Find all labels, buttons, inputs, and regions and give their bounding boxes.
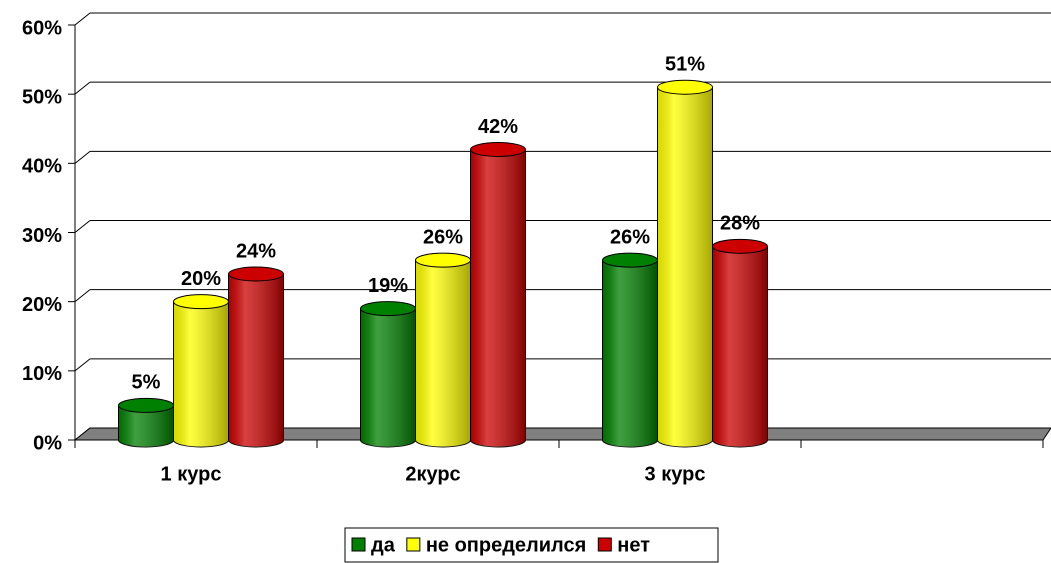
bar-top bbox=[657, 79, 713, 95]
grid-line bbox=[74, 12, 91, 26]
grid-line bbox=[74, 150, 91, 164]
value-label: 24% bbox=[236, 240, 276, 262]
bar bbox=[470, 142, 526, 448]
value-label: 5% bbox=[132, 372, 161, 394]
bar-top bbox=[228, 266, 284, 282]
legend-label: нет bbox=[617, 534, 650, 556]
bar bbox=[602, 252, 658, 448]
bar bbox=[657, 79, 713, 448]
bar-shade bbox=[228, 274, 284, 448]
bar-shade bbox=[118, 405, 174, 448]
bar bbox=[415, 252, 471, 448]
y-tick-label: 0% bbox=[33, 432, 62, 454]
bar-shade bbox=[173, 301, 229, 448]
value-label: 26% bbox=[423, 226, 463, 248]
grid-line bbox=[74, 220, 91, 233]
bar-shade bbox=[602, 260, 658, 448]
legend-label: не определился bbox=[426, 534, 586, 556]
grid-line bbox=[74, 289, 91, 303]
bar bbox=[360, 301, 416, 448]
bar-top bbox=[712, 238, 768, 254]
x-tick-label: 3 курс bbox=[645, 463, 706, 485]
y-tick-label: 40% bbox=[22, 156, 62, 178]
y-tick-label: 50% bbox=[22, 86, 62, 108]
y-tick-label: 30% bbox=[22, 225, 62, 247]
legend-label: да bbox=[371, 534, 396, 556]
bar-shade bbox=[470, 149, 526, 448]
legend-swatch bbox=[351, 537, 366, 552]
value-label: 20% bbox=[181, 268, 221, 290]
bar-top bbox=[360, 301, 416, 317]
bar-shade bbox=[415, 260, 471, 448]
value-label: 26% bbox=[610, 226, 650, 248]
y-tick-label: 10% bbox=[22, 363, 62, 385]
bar-top bbox=[173, 294, 229, 310]
bar bbox=[712, 238, 768, 448]
legend-swatch bbox=[406, 537, 421, 552]
value-label: 28% bbox=[720, 213, 760, 235]
bar bbox=[118, 397, 174, 448]
legend-swatch bbox=[597, 537, 612, 552]
x-tick-label: 1 курс bbox=[161, 463, 222, 485]
bar bbox=[228, 266, 284, 448]
bar-shade bbox=[712, 246, 768, 448]
grid-line bbox=[74, 81, 91, 95]
bar bbox=[173, 294, 229, 448]
value-label: 19% bbox=[368, 275, 408, 297]
bar-top bbox=[415, 252, 471, 268]
bar-top bbox=[118, 397, 174, 413]
bar-top bbox=[602, 252, 658, 268]
bar-shade bbox=[360, 308, 416, 448]
bar-top bbox=[470, 142, 526, 157]
y-tick-label: 20% bbox=[22, 294, 62, 316]
y-tick-label: 60% bbox=[22, 17, 62, 39]
value-label: 51% bbox=[665, 54, 705, 76]
x-tick-label: 2курс bbox=[405, 463, 460, 485]
grid-line bbox=[74, 358, 91, 372]
bar-shade bbox=[657, 87, 713, 448]
value-label: 42% bbox=[478, 116, 518, 138]
